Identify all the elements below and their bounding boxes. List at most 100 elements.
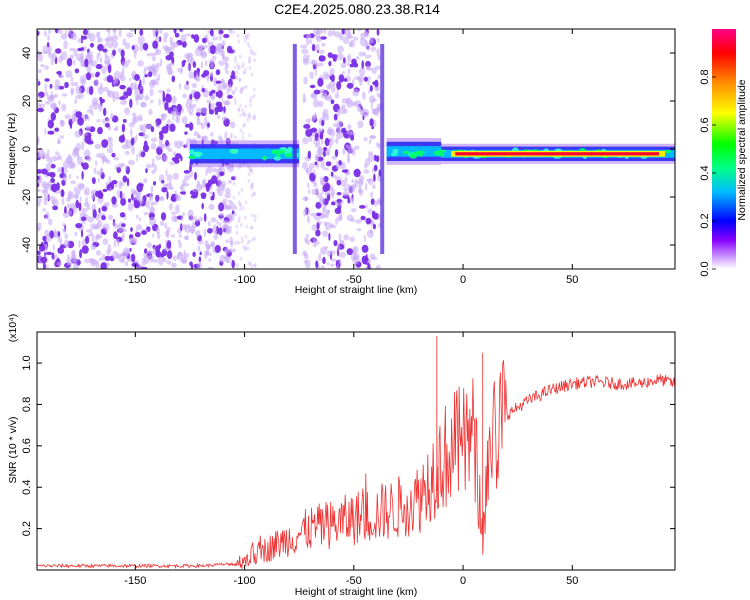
spectrogram-noise-blob	[313, 183, 318, 187]
spectrogram-noise-blob	[363, 169, 370, 174]
spectrogram-noise-blob	[122, 175, 128, 183]
spectrogram-noise-blob	[222, 198, 228, 203]
spectrogram-noise-blob	[330, 224, 337, 229]
spectrogram-noise-blob	[127, 198, 132, 203]
spectrogram-noise-blob	[234, 59, 237, 64]
spectrogram-noise-blob	[185, 234, 189, 241]
spectrogram-noise-blob	[101, 253, 106, 262]
spectrogram-noise-blob	[248, 99, 252, 104]
spectrogram-noise-blob	[225, 69, 229, 75]
spectrogram-noise-blob	[219, 212, 225, 217]
spectrogram-noise-blob	[99, 191, 104, 199]
spectrogram-noise-blob	[244, 34, 248, 39]
spectrogram-noise-blob	[356, 106, 361, 111]
spectrogram-noise-blob	[224, 66, 228, 71]
spectrogram-noise-blob	[197, 245, 201, 252]
spectrogram-noise-blob	[346, 248, 353, 256]
spectrogram-noise-blob	[47, 34, 50, 41]
spectrogram-noise-blob	[253, 51, 257, 56]
spectrogram-noise-blob	[350, 208, 357, 213]
spectrogram-noise-blob	[186, 138, 191, 148]
spectrogram-noise-blob	[328, 232, 331, 241]
colorbar-ticks: 0.0 0.2 0.4 0.6 0.8	[699, 69, 716, 277]
spectrogram-noise-blob	[319, 132, 324, 140]
spectrogram-noise-blob	[73, 113, 76, 123]
spectrogram-noise-blob	[162, 90, 166, 100]
spectrogram-noise-blob	[244, 200, 248, 205]
spectrogram-noise-blob	[81, 35, 87, 40]
spectrogram-noise-blob	[37, 188, 41, 193]
spectrogram-noise-blob	[122, 250, 127, 259]
spectrogram-noise-blob	[336, 120, 343, 129]
snr-y-label: SNR (10 * v/v)	[7, 416, 19, 483]
spectrogram-noise-blob	[336, 179, 342, 186]
spectrogram-noise-blob	[204, 60, 208, 67]
spectrogram-noise-blob	[121, 60, 129, 68]
spectrogram-noise-blob	[101, 65, 107, 75]
spectrogram-noise-blob	[311, 43, 316, 52]
spectrogram-noise-blob	[122, 118, 127, 123]
spectrogram-noise-blob	[231, 259, 235, 269]
spectrogram-noise-blob	[328, 60, 332, 67]
spectrogram-noise-blob	[346, 29, 351, 32]
spectrogram-noise-blob	[81, 47, 84, 51]
spectrogram-noise-blob	[45, 234, 52, 243]
spectrogram-noise-blob	[73, 48, 78, 57]
spectrogram-noise-blob	[359, 188, 363, 197]
spectrogram-noise-blob	[310, 212, 317, 217]
spectrogram-noise-blob	[253, 236, 256, 241]
spectrogram-noise-blob	[80, 228, 84, 238]
spectrogram-noise-blob	[320, 265, 325, 269]
spectrogram-noise-blob	[170, 211, 177, 216]
spectrogram-noise-blob	[246, 36, 249, 41]
snr-series-line	[37, 336, 675, 569]
spectrogram-noise-blob	[232, 30, 236, 35]
spectrogram-noise-blob	[351, 197, 354, 205]
spectrogram-noise-blob	[236, 66, 240, 70]
spectrogram-noise-blob	[98, 51, 101, 58]
spectrogram-noise-blob	[164, 101, 169, 111]
spectrogram-noise-blob	[66, 257, 73, 266]
spectrogram-noise-blob	[48, 95, 55, 103]
spectrogram-noise-blob	[89, 42, 95, 48]
spectrogram-noise-blob	[97, 126, 103, 135]
spectrogram-noise-blob	[136, 96, 139, 106]
spectrogram-noise-blob	[241, 131, 245, 136]
spectrogram-noise-blob	[152, 233, 155, 238]
spectrogram-noise-blob	[87, 51, 93, 57]
spectrogram-noise-blob	[172, 255, 177, 262]
spectrogram-noise-blob	[64, 206, 67, 214]
spectrogram-band-blob	[287, 146, 293, 153]
spectrogram-noise-blob	[347, 55, 350, 61]
spectrogram-noise-blob	[370, 46, 377, 52]
spectrogram-noise-blob	[178, 234, 182, 238]
spectrogram-noise-blob	[96, 52, 99, 62]
spectrogram-noise-blob	[254, 263, 257, 267]
spectrogram-noise-blob	[243, 70, 247, 75]
spectrogram-noise-blob	[244, 247, 247, 252]
spectrogram-band-blob	[438, 149, 447, 153]
spectrogram-noise-blob	[61, 197, 65, 206]
spectrogram-noise-blob	[126, 32, 134, 38]
spectrogram-noise-blob	[375, 264, 381, 269]
spectrogram-noise-blob	[250, 72, 254, 77]
spectrogram-noise-blob	[140, 197, 144, 205]
spectrogram-edge-streak	[380, 44, 385, 254]
spectrogram-noise-blob	[359, 109, 367, 116]
spectrogram-noise-blob	[102, 118, 107, 124]
spectrogram-noise-blob	[124, 150, 130, 156]
spectrogram-noise-blob	[230, 176, 236, 181]
spectrogram-noise-blob	[175, 115, 178, 124]
spectrogram-noise-blob	[66, 203, 71, 209]
spectrogram-noise-blob	[308, 136, 313, 142]
spectrogram-noise-blob	[336, 198, 342, 203]
spectrogram-noise-blob	[86, 205, 90, 210]
spectrogram-noise-blob	[242, 110, 246, 115]
spectrogram-noise-blob	[165, 140, 170, 147]
spectrogram-noise-blob	[342, 71, 345, 76]
spectrogram-noise-blob	[336, 81, 342, 90]
spectrogram-noise-blob	[347, 68, 351, 75]
spectrogram-noise-blob	[73, 263, 80, 269]
spectrogram-noise-blob	[302, 93, 306, 102]
spectrogram-noise-blob	[46, 172, 53, 176]
